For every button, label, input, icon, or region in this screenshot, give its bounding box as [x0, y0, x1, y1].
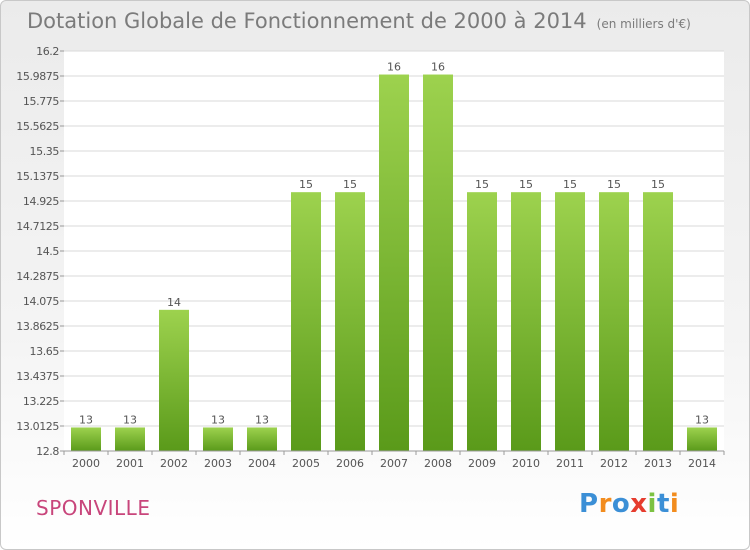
x-axis-ticks: 2000 2001 2002 2003 2004 2005 2006 2007 2008 2009…	[63, 451, 725, 470]
bar-2000	[71, 427, 101, 451]
y-tick-label: 15.1375	[16, 170, 59, 183]
x-tick-label: 2006	[336, 457, 364, 470]
unit-note: (en milliers d'€)	[596, 17, 691, 31]
bar-2011	[555, 192, 585, 452]
bars	[71, 74, 717, 452]
y-tick-label: 14.075	[23, 295, 59, 308]
data-label-2009: 15	[475, 178, 489, 191]
y-tick-label: 16.2	[36, 45, 59, 58]
y-tick-label: 14.925	[23, 195, 59, 208]
data-label-2001: 13	[123, 413, 137, 426]
data-label-2011: 15	[563, 178, 577, 191]
data-label-2010: 15	[519, 178, 533, 191]
x-tick-label: 2008	[424, 457, 452, 470]
y-tick-label: 13.4375	[16, 370, 59, 383]
data-label-2004: 13	[255, 413, 269, 426]
data-label-2005: 15	[299, 178, 313, 191]
bar-2004	[247, 427, 277, 451]
bar-2013	[643, 192, 673, 452]
x-tick-label: 2007	[380, 457, 408, 470]
y-tick-label: 14.5	[36, 245, 59, 258]
y-tick-label: 13.8625	[16, 320, 59, 333]
x-tick-label: 2011	[556, 457, 584, 470]
x-tick-label: 2013	[644, 457, 672, 470]
y-tick-label: 15.5625	[16, 120, 59, 133]
x-tick-label: 2005	[292, 457, 320, 470]
bar-2005	[291, 192, 321, 452]
y-tick-label: 14.2875	[16, 270, 59, 283]
y-tick-label: 13.65	[30, 345, 60, 358]
chart-title: Dotation Globale de Fonctionnement de 20…	[27, 9, 587, 33]
data-label-2003: 13	[211, 413, 225, 426]
y-tick-label: 12.8	[36, 445, 59, 458]
y-tick-label: 15.9875	[16, 70, 59, 83]
data-label-2013: 15	[651, 178, 665, 191]
x-tick-label: 2009	[468, 457, 496, 470]
x-tick-label: 2003	[204, 457, 232, 470]
data-labels: 13 13 14 13 13 15 15 16 16 15 15 15 15 15 13	[79, 61, 709, 427]
logo-letter: i	[669, 489, 680, 519]
bar-2014	[687, 427, 717, 451]
y-tick-label: 15.35	[30, 145, 60, 158]
data-label-2002: 14	[167, 296, 181, 309]
bar-2006	[335, 192, 365, 452]
x-tick-label: 2000	[72, 457, 100, 470]
bar-2007	[379, 74, 409, 451]
y-tick-label: 14.7125	[16, 220, 59, 233]
chart-title-block: Dotation Globale de Fonctionnement de 20…	[27, 9, 691, 33]
bar-2003	[203, 427, 233, 451]
data-label-2000: 13	[79, 413, 93, 426]
y-axis-ticks: 12.8 13.0125 13.225 13.4375 13.65 13.8625 14.0…	[16, 45, 64, 458]
y-tick-label: 13.225	[23, 395, 59, 408]
x-tick-label: 2010	[512, 457, 540, 470]
y-tick-label: 15.775	[23, 95, 59, 108]
x-tick-label: 2002	[160, 457, 188, 470]
logo-letter: i	[647, 489, 657, 519]
bar-2012	[599, 192, 629, 452]
logo-letter: o	[611, 489, 631, 519]
y-tick-label: 13.0125	[16, 420, 59, 433]
data-label-2014: 13	[695, 413, 709, 426]
data-label-2006: 15	[343, 178, 357, 191]
x-tick-label: 2012	[600, 457, 628, 470]
logo-letter: x	[630, 489, 648, 519]
bar-2009	[467, 192, 497, 452]
data-label-2012: 15	[607, 178, 621, 191]
x-tick-label: 2014	[688, 457, 716, 470]
x-tick-label: 2004	[248, 457, 276, 470]
bar-2010	[511, 192, 541, 452]
bar-2002	[159, 309, 189, 451]
data-label-2008: 16	[431, 61, 445, 74]
bar-2001	[115, 427, 145, 451]
x-tick-label: 2001	[116, 457, 144, 470]
logo-letter: r	[598, 489, 612, 519]
proxiti-logo[interactable]: Proxiti	[579, 489, 679, 519]
logo-letter: t	[656, 489, 670, 519]
commune-name: SPONVILLE	[36, 496, 151, 520]
logo-letter: P	[579, 489, 599, 519]
bar-2008	[423, 74, 453, 451]
data-label-2007: 16	[387, 61, 401, 74]
